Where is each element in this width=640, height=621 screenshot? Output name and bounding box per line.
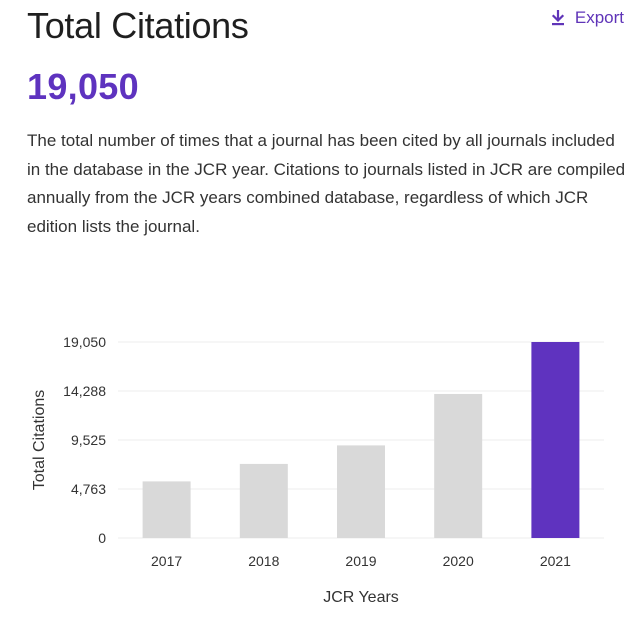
x-axis-title: JCR Years (323, 589, 399, 606)
bar-2021[interactable] (531, 342, 580, 538)
y-tick-label: 0 (98, 530, 106, 546)
x-tick-label: 2020 (443, 553, 474, 569)
export-button[interactable]: Export (551, 8, 624, 28)
bar-2017[interactable] (142, 481, 191, 538)
bar-2020[interactable] (434, 393, 483, 538)
y-tick-label: 4,763 (71, 481, 106, 497)
download-icon (551, 10, 565, 26)
bar-2018[interactable] (239, 463, 288, 538)
y-axis-title: Total Citations (31, 390, 48, 491)
page-title: Total Citations (27, 5, 249, 46)
y-tick-label: 9,525 (71, 432, 106, 448)
export-label: Export (574, 8, 624, 27)
metric-description: The total number of times that a journal… (27, 131, 626, 236)
total-citations-value: 19,050 (27, 66, 139, 107)
x-tick-label: 2019 (345, 553, 376, 569)
bar-2019[interactable] (337, 445, 385, 538)
y-tick-label: 19,050 (63, 334, 106, 350)
x-tick-label: 2021 (540, 553, 571, 569)
citations-bar-chart: 0 4,763 9,525 14,288 19,050 2017 2018 2019 2020 2… (31, 334, 604, 606)
x-tick-label: 2017 (151, 553, 182, 569)
y-tick-label: 14,288 (63, 383, 106, 399)
x-tick-label: 2018 (248, 553, 279, 569)
